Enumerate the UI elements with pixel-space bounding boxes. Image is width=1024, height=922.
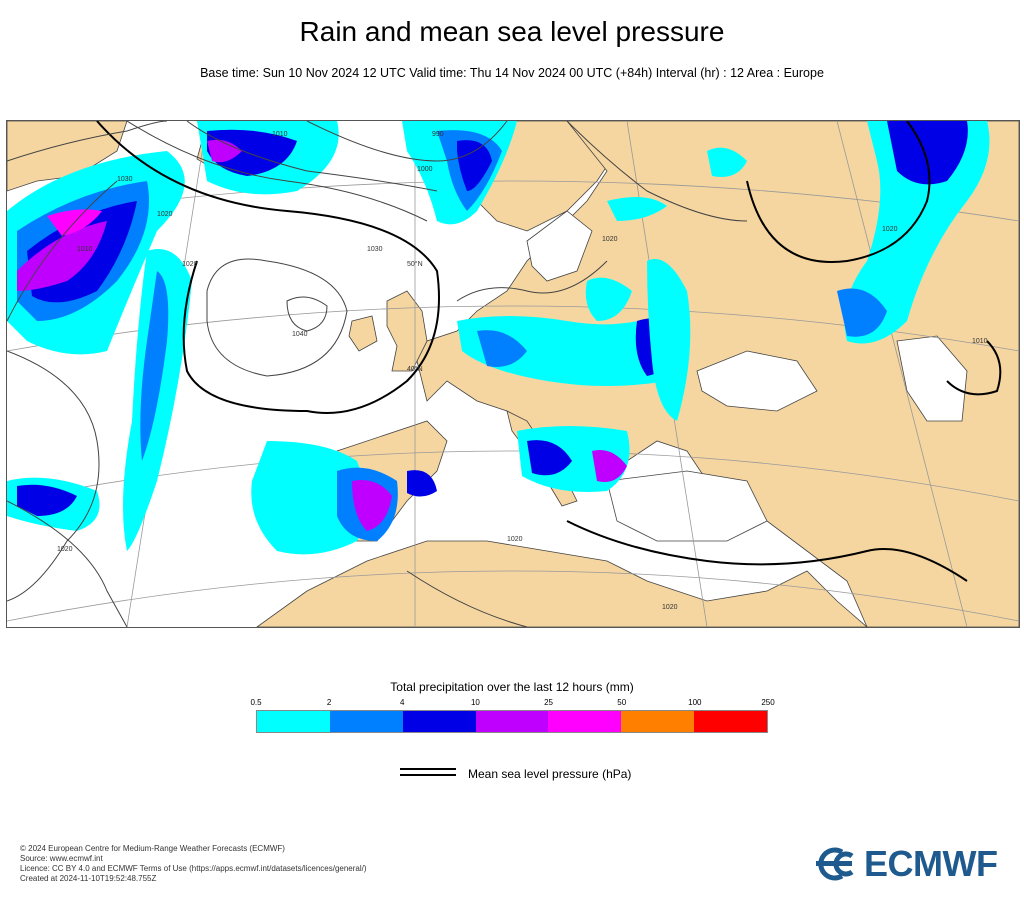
footer-copyright: © 2024 European Centre for Medium-Range … [20, 844, 285, 853]
precip-colorbar [256, 710, 768, 733]
chart-subtitle: Base time: Sun 10 Nov 2024 12 UTC Valid … [200, 66, 824, 80]
latitude-label: 50°N [407, 260, 423, 268]
ecmwf-logo: ECMWF [812, 842, 998, 886]
forecast-map[interactable]: 1040 1030 1030 1020 1020 1020 1010 1010 … [6, 120, 1020, 628]
ecmwf-logo-text: ECMWF [864, 843, 998, 884]
mslp-legend-line [400, 768, 456, 776]
isobar-label: 1010 [272, 131, 288, 138]
precipitation-layer [7, 121, 990, 555]
black-sea [696, 350, 818, 412]
precip-legend-title: Total precipitation over the last 12 hou… [390, 680, 634, 694]
tick-label: 2 [326, 698, 332, 707]
tick-label: 25 [544, 698, 553, 707]
isobar-label: 1020 [602, 236, 618, 243]
land-uk [386, 290, 428, 372]
isobar-label: 1020 [662, 604, 678, 611]
tick-label: 10 [470, 698, 480, 707]
isobar-label: 1010 [77, 246, 93, 253]
mslp-legend-label: Mean sea level pressure (hPa) [468, 767, 632, 781]
baltic-sea [526, 210, 593, 282]
chart-title: Rain and mean sea level pressure [299, 16, 725, 47]
isobar-label: 1040 [292, 331, 308, 338]
colorbar-segment [329, 711, 403, 732]
colorbar-segment [621, 711, 695, 732]
isobar-labels: 1040 1030 1030 1020 1020 1020 1010 1010 … [57, 131, 988, 611]
tick-label: 4 [400, 698, 405, 707]
isobar-label: 1020 [157, 211, 173, 218]
tick-label: 250 [761, 698, 775, 707]
colorbar-segment [402, 711, 476, 732]
isobar-label: 1010 [972, 338, 988, 345]
map-svg: 1040 1030 1030 1020 1020 1020 1010 1010 … [7, 121, 1019, 627]
isobar-label: 1030 [117, 176, 133, 183]
tick-label: 0.5 [250, 698, 262, 707]
isobar-label: 1030 [367, 246, 383, 253]
colorbar-segment [475, 711, 549, 732]
inland-seas [526, 210, 968, 542]
isobar-label: 1000 [417, 166, 433, 173]
latitude-label: 40°N [407, 365, 423, 373]
tick-label: 100 [688, 698, 702, 707]
footer-licence: Licence: CC BY 4.0 and ECMWF Terms of Us… [20, 864, 367, 873]
precip-legend-ticks: 0.5 2 4 10 25 50 100 250 [250, 698, 774, 710]
tick-label: 50 [617, 698, 627, 707]
land-ireland [348, 315, 378, 352]
footer-credits: © 2024 European Centre for Medium-Range … [20, 844, 367, 884]
colorbar-segment [257, 711, 330, 732]
mediterranean-east [606, 470, 768, 542]
isobar-label: 1020 [882, 226, 898, 233]
isobar-label: 1020 [57, 546, 73, 553]
colorbar-segment [694, 711, 768, 732]
isobar-label: 990 [432, 131, 444, 138]
isobar-label: 1020 [182, 261, 198, 268]
caspian-sea [896, 335, 968, 422]
ecmwf-logo-icon [816, 847, 854, 881]
land-north-africa [256, 540, 868, 627]
isobar-label: 1020 [507, 536, 523, 543]
colorbar-segment [548, 711, 622, 732]
footer-created: Created at 2024-11-10T19:52:48.755Z [20, 874, 157, 883]
footer-source: Source: www.ecmwf.int [20, 854, 103, 863]
isobars-layer [7, 121, 1002, 627]
